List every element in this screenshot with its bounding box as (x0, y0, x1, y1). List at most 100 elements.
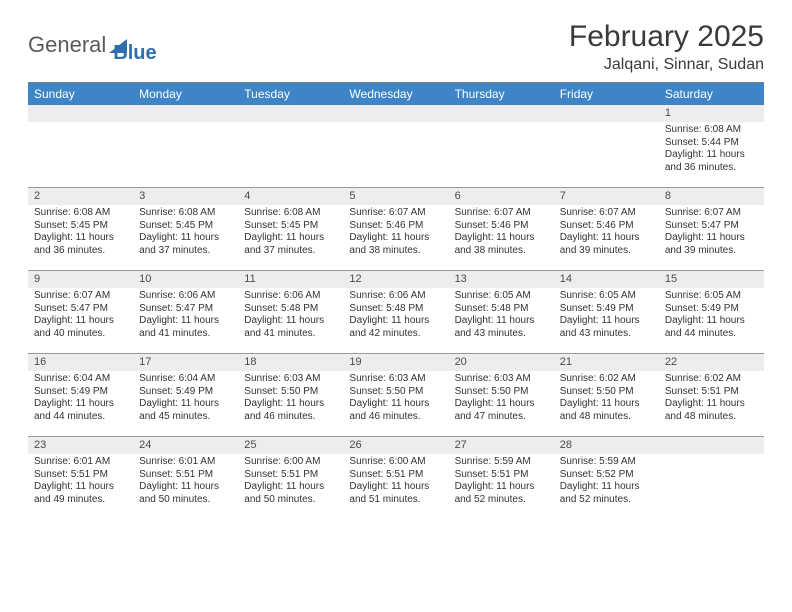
calendar-day: 18Sunrise: 6:03 AMSunset: 5:50 PMDayligh… (238, 354, 343, 436)
day-body: Sunrise: 5:59 AMSunset: 5:52 PMDaylight:… (554, 454, 659, 510)
day-body (28, 122, 133, 128)
day-number: 6 (449, 188, 554, 205)
day-body: Sunrise: 6:08 AMSunset: 5:45 PMDaylight:… (133, 205, 238, 261)
weekday-header: Sunday (28, 83, 133, 105)
daylight-line: Daylight: 11 hours and 49 minutes. (34, 481, 127, 506)
sunset-line: Sunset: 5:47 PM (139, 303, 232, 316)
sunrise-line: Sunrise: 6:00 AM (244, 456, 337, 469)
day-number: 5 (343, 188, 448, 205)
daylight-line: Daylight: 11 hours and 42 minutes. (349, 315, 442, 340)
sunset-line: Sunset: 5:47 PM (665, 220, 758, 233)
daylight-line: Daylight: 11 hours and 40 minutes. (34, 315, 127, 340)
header: General Blue February 2025 Jalqani, Sinn… (28, 20, 764, 74)
page-title: February 2025 (569, 20, 764, 54)
logo-word2: Blue (113, 24, 156, 65)
day-number: 20 (449, 354, 554, 371)
daylight-line: Daylight: 11 hours and 37 minutes. (139, 232, 232, 257)
day-body: Sunrise: 6:08 AMSunset: 5:45 PMDaylight:… (238, 205, 343, 261)
calendar-day: 22Sunrise: 6:02 AMSunset: 5:51 PMDayligh… (659, 354, 764, 436)
day-number: 14 (554, 271, 659, 288)
day-number: 28 (554, 437, 659, 454)
day-body (554, 122, 659, 128)
sunrise-line: Sunrise: 6:05 AM (560, 290, 653, 303)
calendar-day: 1Sunrise: 6:08 AMSunset: 5:44 PMDaylight… (659, 105, 764, 187)
logo-word1: General (28, 32, 106, 58)
daylight-line: Daylight: 11 hours and 47 minutes. (455, 398, 548, 423)
daylight-line: Daylight: 11 hours and 50 minutes. (244, 481, 337, 506)
calendar-day: 6Sunrise: 6:07 AMSunset: 5:46 PMDaylight… (449, 188, 554, 270)
sunrise-line: Sunrise: 6:08 AM (665, 124, 758, 137)
sunset-line: Sunset: 5:47 PM (34, 303, 127, 316)
calendar-day: 5Sunrise: 6:07 AMSunset: 5:46 PMDaylight… (343, 188, 448, 270)
calendar-week: 9Sunrise: 6:07 AMSunset: 5:47 PMDaylight… (28, 270, 764, 353)
calendar-day (659, 437, 764, 519)
page-subtitle: Jalqani, Sinnar, Sudan (569, 56, 764, 74)
day-number: 23 (28, 437, 133, 454)
day-number (133, 105, 238, 122)
day-body: Sunrise: 6:03 AMSunset: 5:50 PMDaylight:… (343, 371, 448, 427)
day-number: 4 (238, 188, 343, 205)
day-number: 1 (659, 105, 764, 122)
day-number (449, 105, 554, 122)
sunset-line: Sunset: 5:45 PM (139, 220, 232, 233)
sunset-line: Sunset: 5:45 PM (34, 220, 127, 233)
sunrise-line: Sunrise: 6:05 AM (665, 290, 758, 303)
day-number: 13 (449, 271, 554, 288)
day-body: Sunrise: 6:05 AMSunset: 5:48 PMDaylight:… (449, 288, 554, 344)
day-number: 8 (659, 188, 764, 205)
sunrise-line: Sunrise: 5:59 AM (560, 456, 653, 469)
day-body (449, 122, 554, 128)
day-number (238, 105, 343, 122)
day-body: Sunrise: 6:03 AMSunset: 5:50 PMDaylight:… (449, 371, 554, 427)
day-body (659, 454, 764, 460)
sunrise-line: Sunrise: 6:06 AM (244, 290, 337, 303)
calendar-week: 2Sunrise: 6:08 AMSunset: 5:45 PMDaylight… (28, 187, 764, 270)
sunset-line: Sunset: 5:49 PM (139, 386, 232, 399)
sunrise-line: Sunrise: 6:01 AM (139, 456, 232, 469)
day-number: 15 (659, 271, 764, 288)
calendar-day: 4Sunrise: 6:08 AMSunset: 5:45 PMDaylight… (238, 188, 343, 270)
calendar-day: 17Sunrise: 6:04 AMSunset: 5:49 PMDayligh… (133, 354, 238, 436)
sunrise-line: Sunrise: 6:07 AM (560, 207, 653, 220)
calendar-day: 14 Sunrise: 6:05 AMSunset: 5:49 PMDayligh… (554, 271, 659, 353)
daylight-line: Daylight: 11 hours and 43 minutes. (560, 315, 653, 340)
calendar-day (554, 105, 659, 187)
day-number: 2 (28, 188, 133, 205)
calendar-day: 13Sunrise: 6:05 AMSunset: 5:48 PMDayligh… (449, 271, 554, 353)
sunset-line: Sunset: 5:49 PM (560, 303, 653, 316)
calendar-day: 28Sunrise: 5:59 AMSunset: 5:52 PMDayligh… (554, 437, 659, 519)
day-number: 17 (133, 354, 238, 371)
day-number: 25 (238, 437, 343, 454)
daylight-line: Daylight: 11 hours and 43 minutes. (455, 315, 548, 340)
day-number (659, 437, 764, 454)
sunrise-line: Sunrise: 6:07 AM (455, 207, 548, 220)
sunrise-line: Sunrise: 6:07 AM (665, 207, 758, 220)
sunset-line: Sunset: 5:48 PM (244, 303, 337, 316)
calendar-day: 7Sunrise: 6:07 AMSunset: 5:46 PMDaylight… (554, 188, 659, 270)
calendar-day: 10Sunrise: 6:06 AMSunset: 5:47 PMDayligh… (133, 271, 238, 353)
sunrise-line: Sunrise: 6:05 AM (455, 290, 548, 303)
calendar-day: 23Sunrise: 6:01 AMSunset: 5:51 PMDayligh… (28, 437, 133, 519)
calendar-day: 16Sunrise: 6:04 AMSunset: 5:49 PMDayligh… (28, 354, 133, 436)
calendar-day: 2Sunrise: 6:08 AMSunset: 5:45 PMDaylight… (28, 188, 133, 270)
day-number: 16 (28, 354, 133, 371)
weekday-header: Tuesday (238, 83, 343, 105)
sunset-line: Sunset: 5:50 PM (349, 386, 442, 399)
calendar-day: 11Sunrise: 6:06 AMSunset: 5:48 PMDayligh… (238, 271, 343, 353)
calendar-day: 19Sunrise: 6:03 AMSunset: 5:50 PMDayligh… (343, 354, 448, 436)
calendar-day: 25Sunrise: 6:00 AMSunset: 5:51 PMDayligh… (238, 437, 343, 519)
daylight-line: Daylight: 11 hours and 36 minutes. (665, 149, 758, 174)
sunrise-line: Sunrise: 6:03 AM (455, 373, 548, 386)
calendar-day: 15Sunrise: 6:05 AMSunset: 5:49 PMDayligh… (659, 271, 764, 353)
logo: General Blue (28, 20, 157, 65)
day-number: 12 (343, 271, 448, 288)
calendar-day: 24Sunrise: 6:01 AMSunset: 5:51 PMDayligh… (133, 437, 238, 519)
day-number: 22 (659, 354, 764, 371)
sunset-line: Sunset: 5:48 PM (455, 303, 548, 316)
daylight-line: Daylight: 11 hours and 52 minutes. (560, 481, 653, 506)
day-body: Sunrise: 6:06 AMSunset: 5:47 PMDaylight:… (133, 288, 238, 344)
day-number: 10 (133, 271, 238, 288)
sunset-line: Sunset: 5:50 PM (244, 386, 337, 399)
calendar-day: 20Sunrise: 6:03 AMSunset: 5:50 PMDayligh… (449, 354, 554, 436)
sunset-line: Sunset: 5:52 PM (560, 469, 653, 482)
